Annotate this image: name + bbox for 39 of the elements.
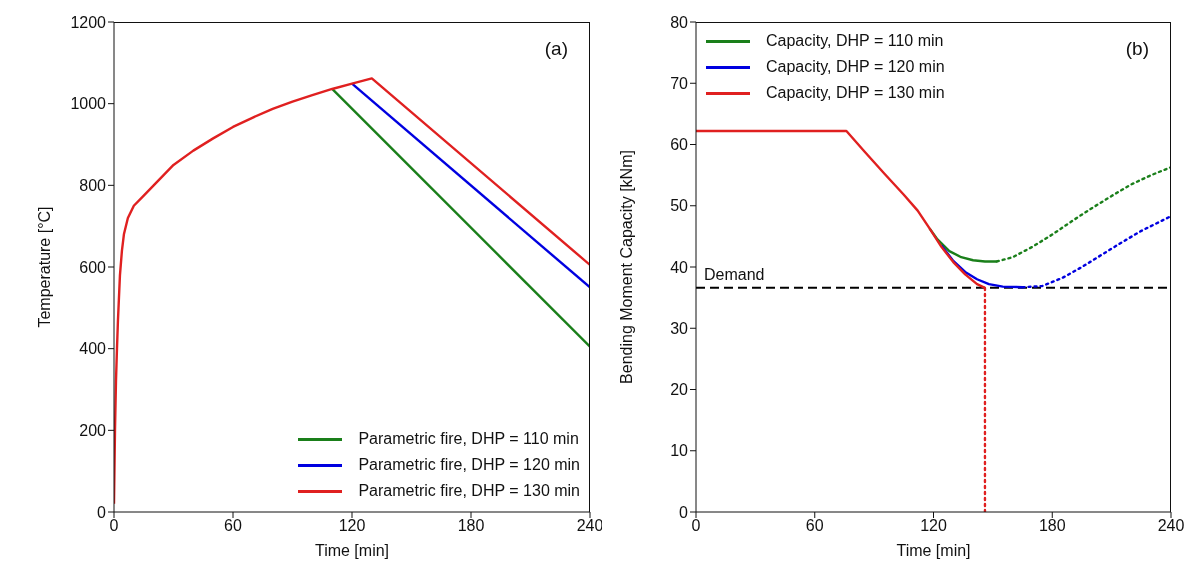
x-tick-label: 120 (920, 517, 947, 535)
legend-label: Capacity, DHP = 130 min (766, 83, 945, 103)
x-tick-label: 0 (691, 517, 701, 535)
y-axis-title: Bending Moment Capacity [kNm] (617, 150, 635, 384)
y-tick-label: 0 (97, 503, 107, 521)
y-tick-label: 60 (670, 136, 689, 154)
legend-label: Capacity, DHP = 120 min (766, 57, 945, 77)
legend-label: Parametric fire, DHP = 130 min (358, 481, 580, 501)
y-tick-label: 80 (670, 13, 689, 31)
y-tick-label: 1000 (70, 95, 107, 113)
legend-label: Capacity, DHP = 110 min (766, 31, 944, 51)
annotation: (b) (1125, 38, 1149, 60)
x-tick-label: 240 (1157, 517, 1185, 535)
x-tick-label: 180 (1038, 517, 1066, 535)
annotation: (a) (544, 38, 568, 60)
x-tick-label: 240 (576, 517, 604, 535)
x-tick-label: 60 (224, 517, 242, 535)
y-tick-label: 50 (670, 197, 689, 215)
y-tick-label: 400 (79, 340, 107, 358)
x-tick-label: 60 (805, 517, 824, 535)
legend-label: Parametric fire, DHP = 110 min (358, 429, 579, 449)
y-tick-label: 40 (670, 258, 689, 276)
x-tick-label: 180 (457, 517, 485, 535)
y-tick-label: 200 (79, 422, 107, 440)
y-tick-label: 10 (670, 442, 689, 460)
x-axis-title: Time [min] (314, 542, 390, 559)
y-tick-label: 1200 (70, 13, 107, 31)
y-tick-label: 30 (670, 319, 689, 337)
y-tick-label: 0 (679, 503, 689, 521)
legend-label: Parametric fire, DHP = 120 min (358, 455, 580, 475)
x-axis-title: Time [min] (896, 542, 971, 559)
y-tick-label: 70 (670, 74, 689, 92)
y-axis-title: Temperature [°C] (35, 206, 53, 328)
y-tick-label: 800 (79, 177, 107, 195)
ref-line-label: Demand (704, 265, 765, 283)
x-tick-label: 0 (109, 517, 119, 535)
y-tick-label: 600 (79, 258, 107, 276)
x-tick-label: 120 (338, 517, 366, 535)
y-tick-label: 20 (670, 381, 689, 399)
